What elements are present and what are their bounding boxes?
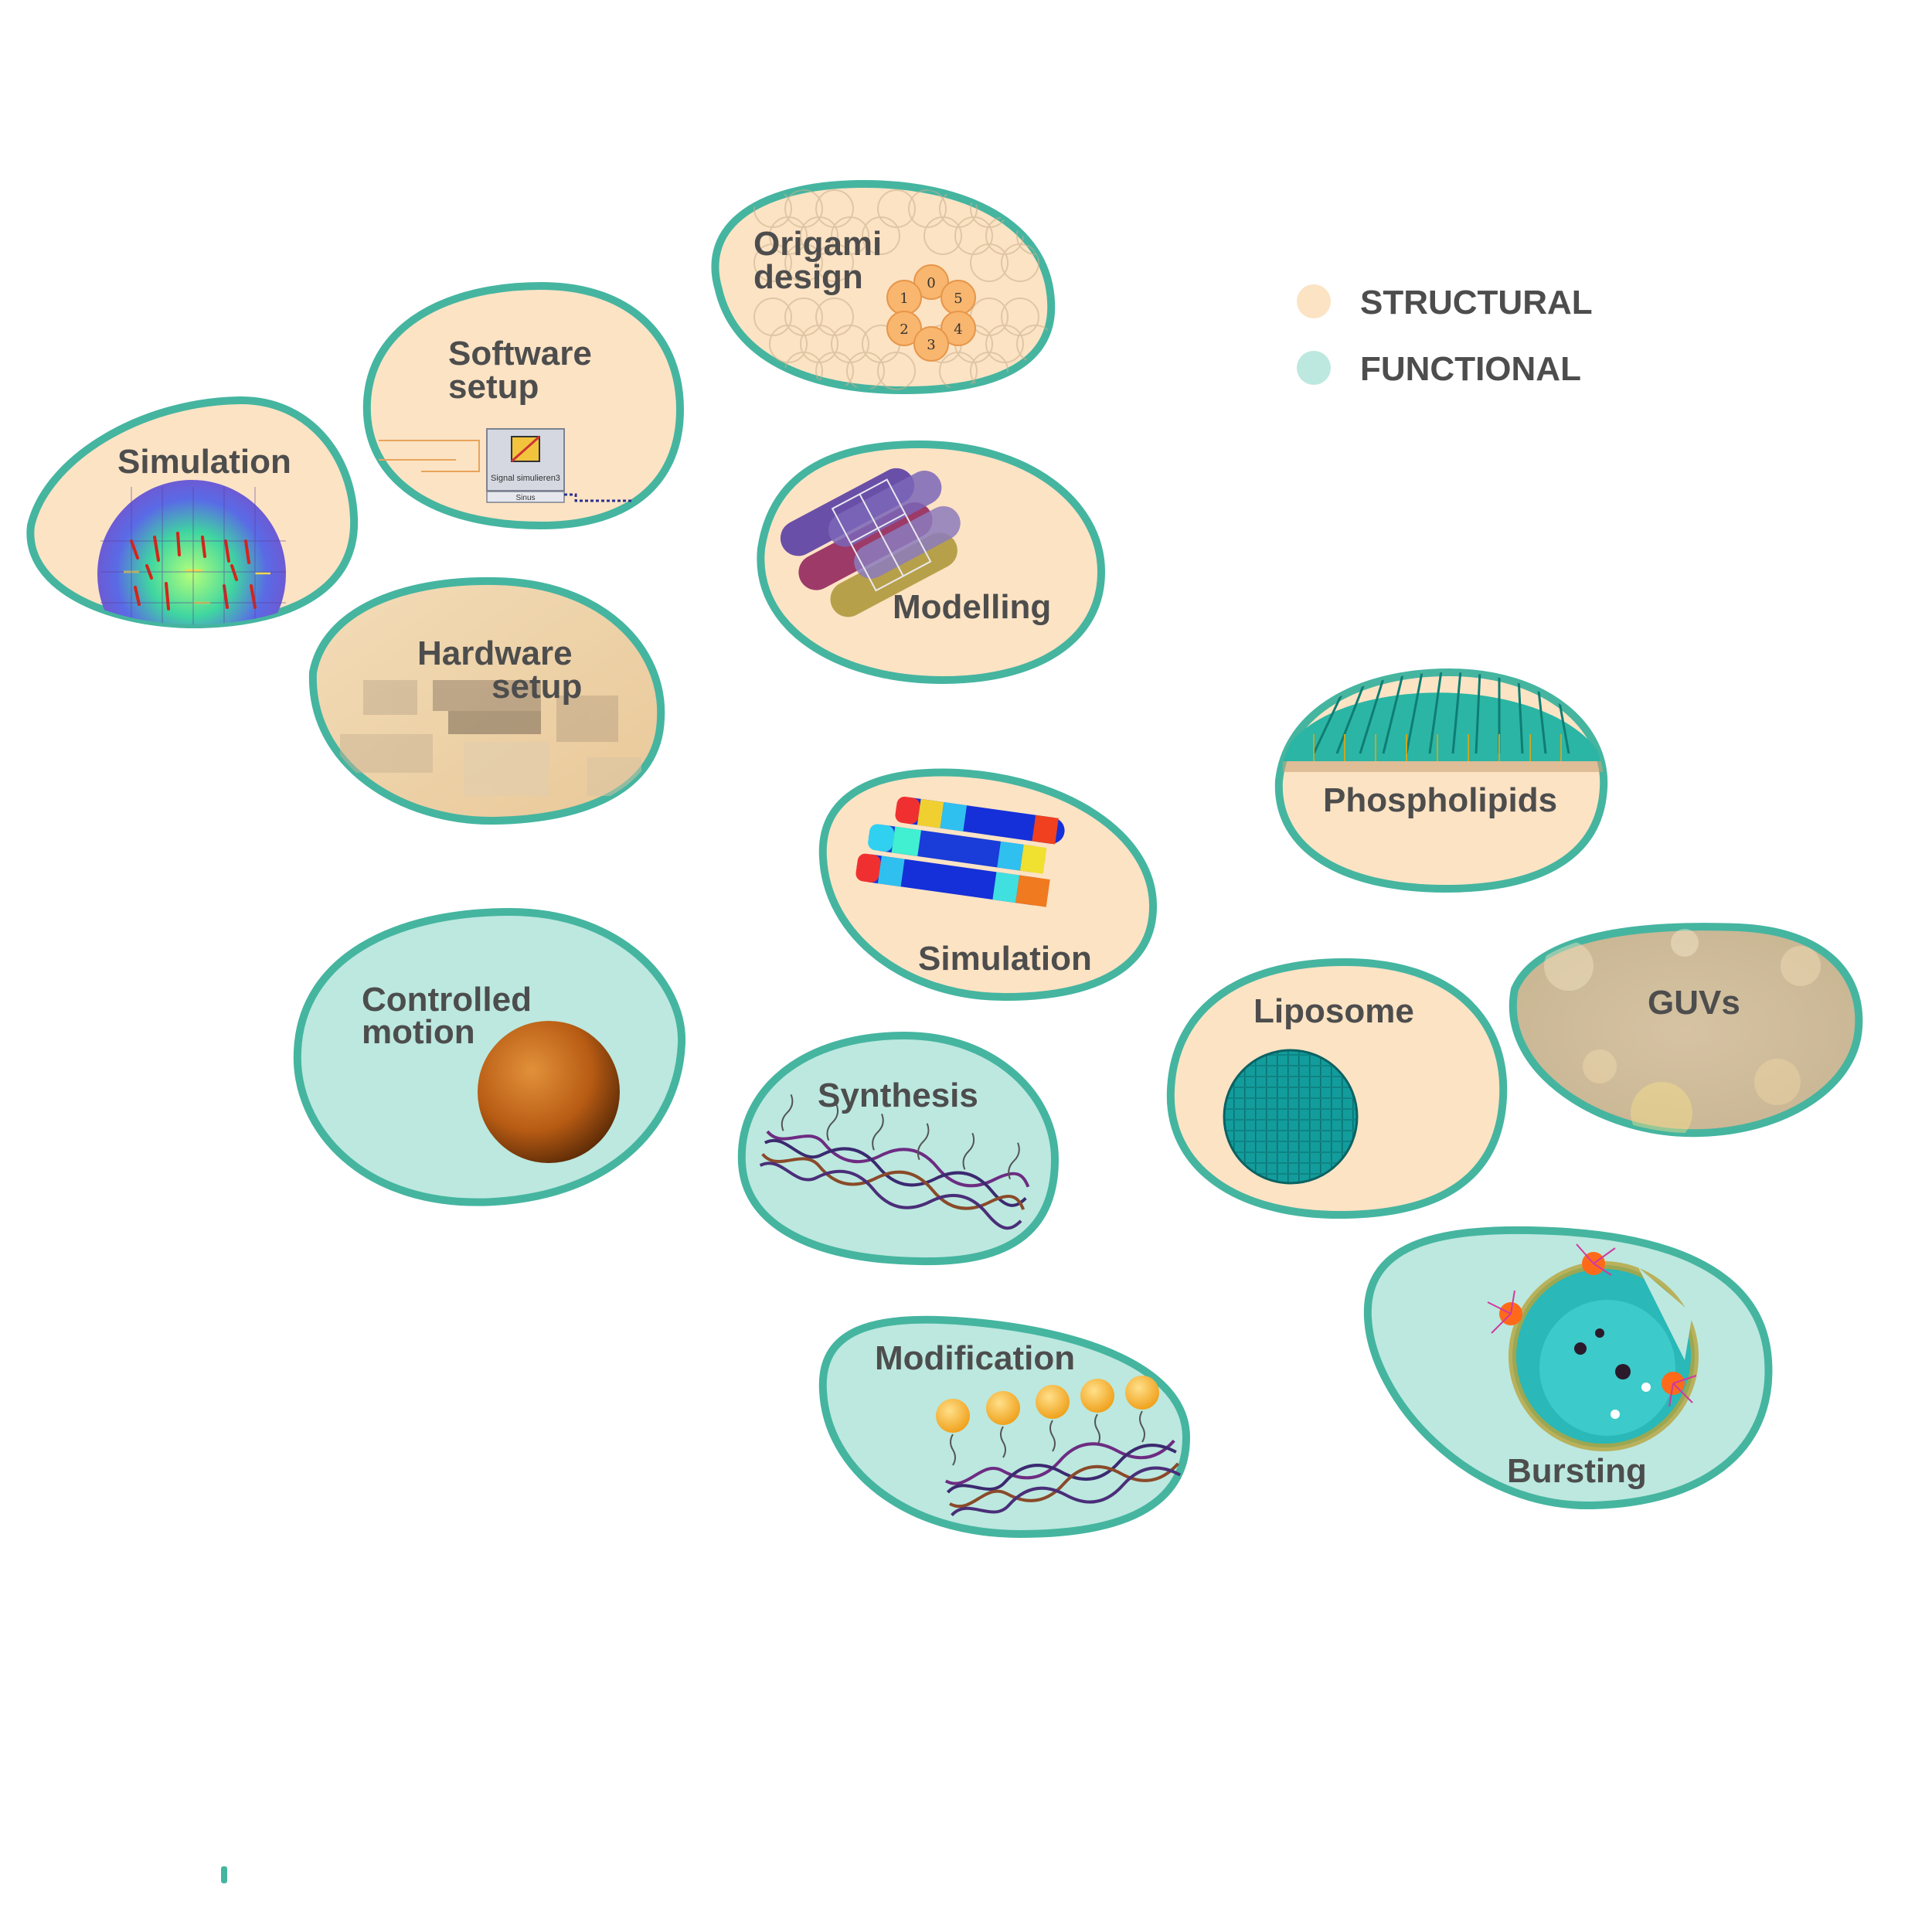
software-setup-label-1: Software: [448, 335, 592, 372]
liposome-sphere: [1224, 1050, 1357, 1183]
node-controlled-motion[interactable]: Controlled motion: [293, 907, 686, 1206]
software-setup-label-2: setup: [448, 368, 539, 406]
node-synthesis[interactable]: Synthesis: [737, 1031, 1060, 1266]
node-bursting[interactable]: Bursting: [1363, 1226, 1773, 1510]
helix-cluster: 0 1 5 2 4 3: [886, 264, 976, 362]
node-liposome[interactable]: Liposome: [1166, 957, 1508, 1219]
node-modification[interactable]: Modification: [818, 1315, 1191, 1539]
simulation-bundle-label: Simulation: [918, 940, 1092, 978]
software-block-sub: Sinus: [515, 494, 535, 502]
functional-swatch: [1297, 351, 1331, 385]
modified-dna-tube: [936, 1376, 1182, 1517]
node-simulation-bundle[interactable]: Simulation: [818, 768, 1158, 1002]
node-software-setup[interactable]: Signal simulieren3 Sinus Software setup: [362, 281, 685, 530]
lab-equipment-photo: [340, 680, 641, 796]
modelling-label: Modelling: [893, 588, 1051, 626]
strain-colored-bundle: [855, 796, 1065, 907]
microsphere: [478, 1021, 620, 1163]
node-guvs[interactable]: GUVs: [1509, 923, 1863, 1144]
origami-design-label-1: Origami: [753, 225, 882, 263]
structural-swatch: [1297, 284, 1331, 318]
hardware-setup-label-1: Hardware: [417, 634, 573, 672]
simulation-heatmap-label: Simulation: [117, 443, 291, 481]
helix-number: 2: [900, 321, 908, 338]
helix-number: 1: [900, 291, 908, 307]
field-heatmap: [97, 480, 286, 625]
synthesis-label: Synthesis: [818, 1077, 978, 1114]
lipid-bilayer-sheet: [1283, 672, 1604, 772]
controlled-motion-label-1: Controlled: [362, 981, 532, 1019]
stray-mark: [221, 1866, 227, 1883]
software-block-caption: Signal simulieren3: [491, 474, 560, 483]
node-phospholipids[interactable]: Phospholipids: [1274, 668, 1608, 893]
node-origami-design[interactable]: 0 1 5 2 4 3 Origami design: [711, 179, 1056, 395]
legend-structural-label: STRUCTURAL: [1360, 284, 1593, 321]
node-modelling[interactable]: Modelling: [757, 440, 1106, 685]
bokeh-vesicles: [1544, 929, 1821, 1134]
legend: STRUCTURAL FUNCTIONAL: [1297, 284, 1593, 388]
legend-functional-label: FUNCTIONAL: [1360, 350, 1581, 388]
modification-label: Modification: [875, 1339, 1075, 1377]
node-hardware-setup[interactable]: Hardware setup: [308, 577, 665, 825]
helix-number: 4: [954, 321, 962, 338]
helix-number: 5: [954, 291, 962, 307]
guvs-label: GUVs: [1648, 984, 1740, 1022]
bursting-liposome: [1487, 1243, 1699, 1451]
phospholipids-label: Phospholipids: [1323, 781, 1557, 819]
helix-number: 3: [927, 337, 935, 353]
dna-nanotube: [759, 1094, 1030, 1230]
software-block-diagram: Signal simulieren3 Sinus: [379, 428, 634, 503]
liposome-label: Liposome: [1253, 992, 1414, 1030]
origami-bundle-model: [780, 468, 961, 617]
helix-number: 0: [927, 275, 935, 291]
origami-design-label-2: design: [753, 258, 863, 296]
node-simulation-heatmap[interactable]: Simulation: [26, 396, 359, 668]
burst-particle: [1487, 1243, 1697, 1407]
hardware-setup-label-2: setup: [492, 668, 582, 706]
controlled-motion-label-2: motion: [362, 1013, 475, 1051]
bursting-label: Bursting: [1507, 1452, 1647, 1490]
